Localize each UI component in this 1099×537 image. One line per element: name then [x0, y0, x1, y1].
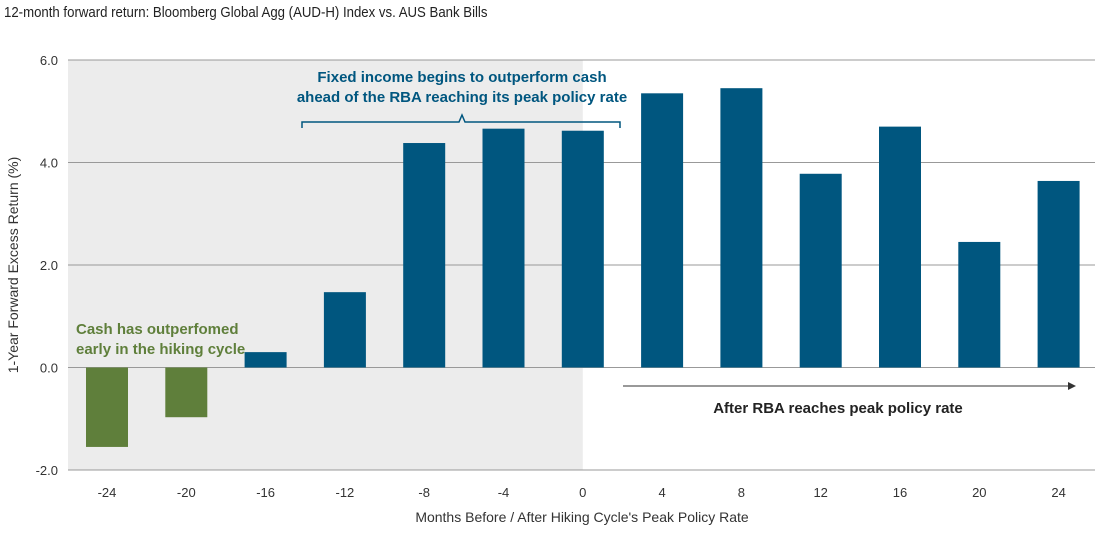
bar [641, 93, 684, 368]
x-tick-label: 4 [658, 485, 665, 500]
arrow-head-icon [1068, 382, 1076, 390]
x-tick-label: 12 [813, 485, 827, 500]
x-tick-label: -24 [98, 485, 117, 500]
bar [323, 292, 366, 368]
annotation-fixed-income: ahead of the RBA reaching its peak polic… [297, 89, 627, 106]
bar [720, 88, 763, 368]
x-tick-label: -20 [177, 485, 196, 500]
y-tick-label: 2.0 [40, 258, 58, 273]
x-tick-label: 0 [579, 485, 586, 500]
bar [244, 352, 287, 368]
bar [799, 173, 842, 368]
bar [86, 367, 128, 447]
x-tick-label: 20 [972, 485, 986, 500]
annotation-after: After RBA reaches peak policy rate [713, 400, 963, 417]
bar [403, 143, 446, 368]
bar [1037, 180, 1080, 368]
bar [958, 241, 1001, 368]
x-tick-label: 24 [1051, 485, 1065, 500]
x-tick-label: 8 [738, 485, 745, 500]
x-tick-label: -12 [336, 485, 355, 500]
bracket [301, 113, 621, 128]
x-tick-label: -16 [256, 485, 275, 500]
annotation-fixed-income: Fixed income begins to outperform cash [317, 69, 606, 86]
y-tick-label: 4.0 [40, 156, 58, 171]
x-tick-label: -8 [418, 485, 430, 500]
chart-title: 12-month forward return: Bloomberg Globa… [4, 4, 488, 21]
y-tick-label: 0.0 [40, 361, 58, 376]
bar [482, 128, 525, 368]
annotation-cash: early in the hiking cycle [76, 341, 245, 358]
annotation-cash: Cash has outperfomed [76, 321, 239, 338]
x-axis-label: Months Before / After Hiking Cycle's Pea… [415, 509, 749, 525]
bar [165, 367, 208, 418]
y-axis-label: 1-Year Forward Excess Return (%) [5, 157, 21, 374]
x-tick-label: -4 [498, 485, 510, 500]
bar [561, 130, 604, 368]
x-tick-label: 16 [893, 485, 907, 500]
bar [879, 126, 921, 368]
y-tick-label: -2.0 [36, 463, 58, 478]
y-tick-label: 6.0 [40, 53, 58, 68]
